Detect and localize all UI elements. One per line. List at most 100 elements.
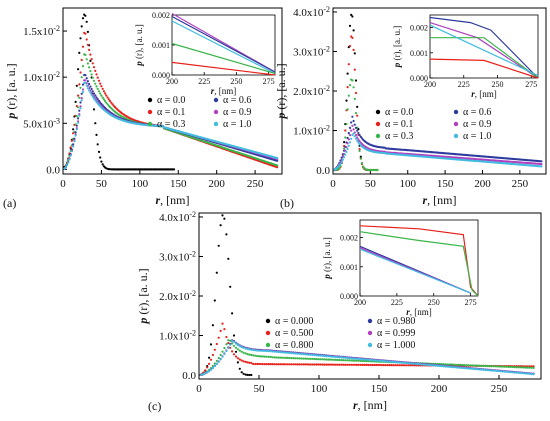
- data-point: [88, 66, 91, 69]
- data-point: [346, 108, 349, 111]
- data-point: [346, 142, 349, 145]
- x-tick-label: 50: [365, 178, 377, 190]
- data-point: [317, 363, 320, 366]
- data-point: [321, 354, 324, 357]
- data-point: [373, 359, 376, 362]
- data-point: [392, 360, 395, 364]
- panel-a: 0 50 100 150 200 250 0.0 5.0x10-3 1.0x10-2 1.5x10…: [4, 7, 283, 207]
- data-point: [347, 94, 350, 97]
- data-point: [68, 158, 71, 161]
- data-point: [273, 363, 276, 366]
- inset-x-tick-label: 250: [428, 298, 440, 307]
- data-point: [64, 166, 67, 169]
- data-point: [223, 352, 226, 356]
- data-point: [292, 357, 295, 360]
- data-point: [97, 150, 101, 153]
- data-point: [351, 79, 354, 82]
- data-point: [256, 362, 259, 366]
- data-point: [307, 363, 310, 366]
- data-point: [265, 355, 268, 358]
- data-point: [317, 358, 320, 361]
- data-point: [232, 340, 236, 343]
- data-point: [540, 163, 543, 166]
- data-point: [348, 84, 352, 87]
- legend-entry: α = 0.3: [385, 131, 413, 142]
- y-tick-label: 2.0x10-2: [293, 84, 330, 98]
- data-point: [355, 357, 358, 360]
- data-point: [219, 329, 222, 332]
- data-point: [94, 69, 97, 72]
- data-point: [497, 370, 501, 373]
- data-point: [438, 364, 441, 368]
- data-point: [382, 364, 385, 367]
- data-point: [390, 364, 393, 367]
- data-point: [96, 143, 99, 146]
- data-point: [290, 352, 293, 355]
- data-point: [380, 359, 383, 363]
- legend-marker: [265, 318, 271, 324]
- series-3: [333, 115, 543, 171]
- data-point: [84, 81, 87, 85]
- data-point: [99, 82, 102, 85]
- data-point: [528, 366, 531, 369]
- inset-x-tick-label: 275: [263, 77, 275, 86]
- data-point: [95, 133, 98, 136]
- data-point: [351, 36, 354, 40]
- data-point: [80, 99, 83, 102]
- data-point: [246, 361, 249, 364]
- data-point: [250, 348, 253, 351]
- data-point: [490, 369, 493, 372]
- x-tick-label: 100: [399, 178, 416, 190]
- inset: 200 225 250 275 0.000 0.001 0.002 r, [nm] p (r),…: [392, 14, 539, 99]
- data-point: [277, 356, 280, 359]
- data-point: [323, 363, 326, 366]
- data-point: [80, 25, 83, 28]
- data-point: [273, 350, 276, 353]
- data-point: [80, 97, 83, 100]
- data-point: [223, 217, 226, 220]
- data-point: [298, 363, 301, 366]
- data-point: [209, 343, 213, 346]
- data-point: [354, 112, 358, 115]
- data-point: [211, 366, 214, 369]
- inset-y-axis-label: p (r), [a. u.]: [392, 26, 402, 68]
- data-point: [78, 51, 81, 55]
- data-point: [343, 156, 346, 159]
- data-point: [107, 98, 110, 101]
- data-point: [89, 85, 92, 88]
- data-point: [236, 348, 239, 351]
- data-point: [509, 371, 512, 374]
- data-point: [63, 167, 66, 170]
- data-point: [347, 132, 350, 135]
- data-point: [390, 360, 393, 363]
- y-tick-label: 1.0x10-2: [159, 329, 196, 343]
- data-point: [100, 85, 103, 88]
- data-point: [497, 365, 501, 368]
- data-point: [315, 358, 318, 361]
- inset-y-tick-label: 0.001: [410, 49, 428, 58]
- y-tick-label: 3.0x10-2: [293, 44, 330, 58]
- data-point: [448, 363, 451, 366]
- data-point: [257, 355, 261, 358]
- data-point: [280, 363, 284, 366]
- data-point: [292, 352, 295, 355]
- data-point: [520, 372, 524, 375]
- data-point: [215, 359, 218, 362]
- data-point: [359, 135, 362, 138]
- legend-entry: α = 0.0: [157, 95, 185, 106]
- data-point: [78, 83, 81, 86]
- data-point: [307, 357, 310, 360]
- data-point: [511, 371, 514, 374]
- data-point: [344, 363, 347, 366]
- data-point: [505, 365, 508, 368]
- x-tick-label: 150: [371, 383, 388, 395]
- data-point: [446, 363, 449, 366]
- data-point: [400, 364, 403, 367]
- data-point: [486, 364, 489, 368]
- data-point: [94, 122, 97, 125]
- legend-entry: α = 1.0: [223, 119, 251, 130]
- data-point: [269, 355, 272, 358]
- legend-marker: [367, 342, 373, 348]
- data-point: [78, 96, 81, 99]
